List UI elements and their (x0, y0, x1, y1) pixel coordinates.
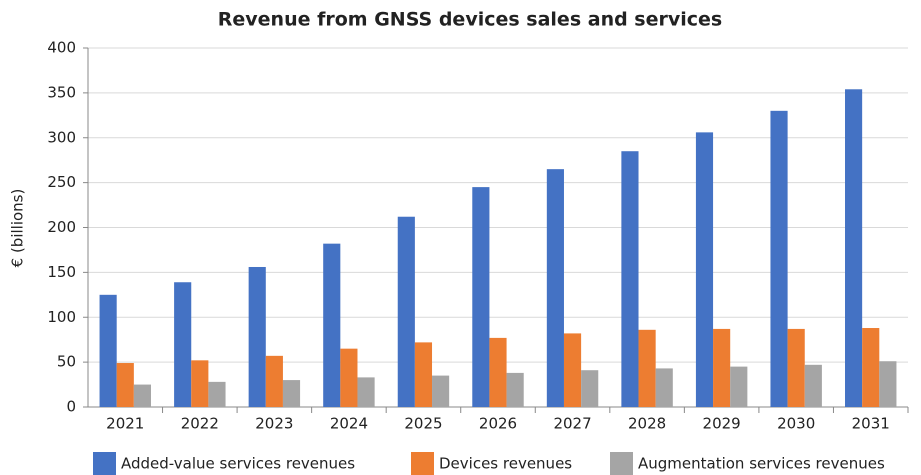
x-tick-label: 2024 (330, 415, 368, 433)
bar (563, 333, 582, 407)
bar (99, 294, 117, 407)
bar (432, 375, 450, 407)
bar (655, 368, 673, 407)
bar (862, 328, 880, 407)
x-tick-label: 2031 (852, 415, 890, 433)
y-tick-label: 300 (47, 128, 76, 146)
x-tick-label: 2026 (479, 415, 517, 433)
y-tick-label: 100 (47, 308, 76, 326)
bar (845, 89, 863, 407)
bar (208, 381, 226, 407)
legend-swatch (93, 452, 116, 475)
chart-title: Revenue from GNSS devices sales and serv… (218, 9, 722, 31)
y-tick-label: 400 (47, 39, 76, 57)
bar (174, 282, 192, 407)
bar (546, 169, 564, 407)
bar (621, 151, 639, 407)
bar (730, 366, 748, 407)
legend-label: Augmentation services revenues (638, 455, 885, 473)
x-tick-label: 2021 (106, 415, 144, 433)
bar (770, 110, 788, 407)
bar (397, 216, 415, 407)
bar (265, 355, 283, 407)
bar (695, 132, 714, 408)
x-tick-label: 2030 (777, 415, 815, 433)
x-tick-label: 2029 (703, 415, 741, 433)
bar (116, 363, 134, 407)
bar (414, 342, 433, 407)
legend-swatch (610, 452, 633, 475)
bar (713, 328, 731, 407)
y-tick-label: 250 (47, 173, 76, 191)
y-tick-label: 350 (47, 83, 76, 101)
bar (638, 329, 656, 407)
bar (489, 337, 507, 407)
bar (506, 372, 524, 407)
bar (879, 361, 897, 407)
x-tick-label: 2025 (404, 415, 442, 433)
bar (340, 348, 358, 407)
y-tick-label: 50 (57, 353, 76, 371)
y-axis-label: € (billions) (9, 189, 27, 268)
bar (323, 243, 341, 407)
legend-label: Devices revenues (439, 455, 572, 473)
bar (472, 187, 490, 407)
bar (804, 364, 822, 407)
bar (282, 380, 301, 407)
y-tick-label: 200 (47, 218, 76, 236)
x-tick-label: 2028 (628, 415, 666, 433)
bar (248, 266, 266, 407)
bar (191, 360, 209, 407)
y-tick-label: 150 (47, 263, 76, 281)
x-tick-label: 2023 (255, 415, 293, 433)
bar (581, 370, 599, 407)
x-tick-label: 2022 (181, 415, 219, 433)
x-tick-label: 2027 (553, 415, 591, 433)
legend-swatch (411, 452, 434, 475)
bar (357, 377, 375, 407)
legend-label: Added-value services revenues (121, 455, 355, 473)
y-tick-label: 0 (66, 398, 76, 416)
bar (133, 384, 151, 407)
bar (787, 328, 805, 407)
